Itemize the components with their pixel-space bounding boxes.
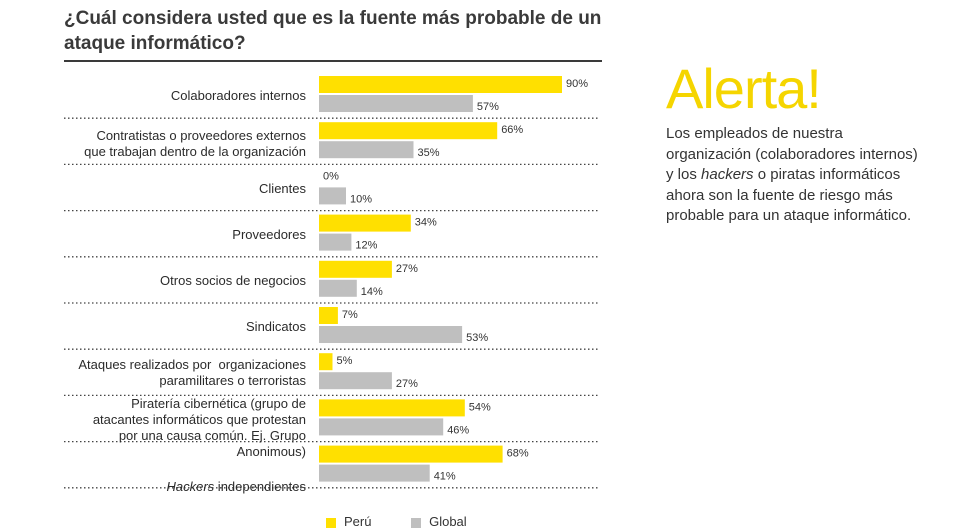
legend-swatch-peru — [326, 517, 336, 528]
data-label: 66% — [501, 124, 523, 136]
bar-global — [319, 233, 352, 251]
bar-global — [319, 326, 463, 343]
bar-peru — [319, 445, 503, 463]
data-label: 7% — [342, 309, 358, 321]
alert-text: Los empleados de nuestra organización (c… — [666, 124, 926, 227]
data-label: 90% — [566, 78, 588, 90]
legend-label-peru: Perú — [344, 514, 372, 529]
alert-text-emphasis: hackers — [701, 166, 754, 183]
legend: Perú Global — [326, 514, 503, 529]
bar-chart: 90% 57%66% 35% 0% 10% 34% 12% 27% 14%7% 53% 5% 27% 5… — [64, 76, 600, 489]
data-label: 34% — [415, 217, 437, 229]
legend-item-global: Global — [411, 514, 467, 529]
data-label: 68% — [507, 448, 529, 460]
category-label: Proveedores — [232, 227, 306, 242]
legend-item-peru: Perú — [326, 514, 371, 529]
data-label: 46% — [447, 424, 469, 436]
data-label: 54% — [469, 401, 491, 413]
bar-global — [319, 279, 357, 297]
alert-text-part: o piratas informáticos ahora son la fuen… — [666, 166, 912, 224]
data-label: 27% — [396, 378, 418, 390]
bar-global — [319, 95, 473, 112]
data-label: 5% — [337, 355, 353, 367]
data-label: 12% — [355, 240, 377, 252]
category-label: Colaboradores internos — [170, 88, 306, 103]
bar-peru — [319, 214, 411, 232]
bar-peru — [319, 260, 392, 278]
bar-global — [319, 372, 392, 390]
bar-global — [319, 418, 444, 436]
category-label: Clientes — [259, 181, 306, 196]
data-label: 10% — [350, 193, 372, 205]
data-label: 41% — [434, 471, 456, 483]
legend-label-global: Global — [429, 514, 467, 529]
data-label: 35% — [418, 147, 440, 159]
bar-global — [319, 141, 414, 159]
category-label: Ataques realizados por organizaciones par… — [78, 357, 306, 388]
chart-title: ¿Cuál considera usted que es la fuente m… — [64, 8, 602, 54]
bar-peru — [319, 307, 338, 324]
alert-heading: Alerta! — [666, 57, 822, 120]
category-label: Sindicatos — [246, 319, 306, 334]
data-label: 14% — [361, 286, 383, 298]
legend-swatch-global — [411, 517, 422, 528]
bar-global — [319, 187, 346, 205]
bar-global — [319, 464, 430, 482]
bar-peru — [319, 353, 333, 371]
data-label: 0% — [323, 170, 339, 182]
category-label: Contratistas o proveedores externos que t… — [84, 128, 306, 159]
bar-peru — [319, 122, 498, 140]
alert-text-part: Los empleados de nuestra organización (c… — [666, 125, 918, 183]
title-rule — [64, 60, 602, 62]
bar-peru — [319, 399, 465, 417]
bar-peru — [319, 76, 562, 93]
data-label: 27% — [396, 263, 418, 275]
category-label: Piratería cibernética (grupo de atacantes… — [92, 396, 306, 459]
category-label: Otros socios de negocios — [160, 273, 306, 288]
data-label: 57% — [477, 101, 499, 113]
category-label: Hackers independientes — [166, 479, 307, 494]
data-label: 53% — [466, 332, 488, 344]
